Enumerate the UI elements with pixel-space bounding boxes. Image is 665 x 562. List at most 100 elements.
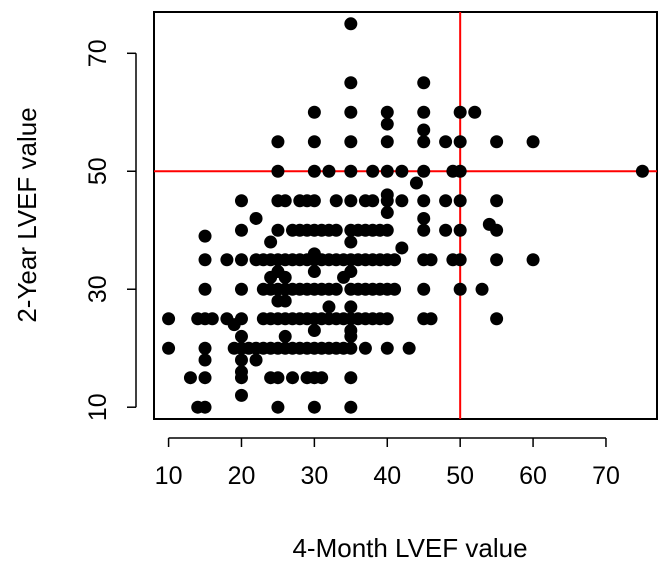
data-point — [234, 194, 248, 208]
data-point — [344, 400, 358, 414]
data-point — [424, 253, 438, 267]
data-point — [417, 282, 431, 296]
data-point — [490, 312, 504, 326]
data-point — [453, 253, 467, 267]
data-point — [417, 123, 431, 137]
y-axis: 10 30 50 70 — [84, 39, 137, 421]
data-point — [344, 135, 358, 149]
data-point — [344, 194, 358, 208]
x-tick-label: 50 — [446, 462, 474, 490]
data-point — [395, 241, 409, 255]
data-point — [453, 105, 467, 119]
data-point — [380, 194, 394, 208]
data-point — [271, 400, 285, 414]
data-point — [344, 235, 358, 249]
data-point — [307, 135, 321, 149]
data-point — [475, 282, 489, 296]
data-point — [307, 324, 321, 338]
x-tick-label: 20 — [228, 462, 256, 490]
data-point — [344, 76, 358, 90]
data-point — [490, 223, 504, 237]
data-point — [344, 341, 358, 355]
data-point — [249, 211, 263, 225]
data-point — [366, 194, 380, 208]
x-tick-label: 40 — [373, 462, 401, 490]
data-point — [380, 312, 394, 326]
data-point — [439, 223, 453, 237]
data-point — [271, 164, 285, 178]
data-point — [198, 253, 212, 267]
data-point — [380, 164, 394, 178]
data-point — [198, 353, 212, 367]
data-point — [453, 282, 467, 296]
data-point — [409, 176, 423, 190]
y-tick-label: 10 — [84, 393, 112, 421]
data-point — [453, 135, 467, 149]
data-point — [205, 312, 219, 326]
data-point — [490, 194, 504, 208]
data-point — [315, 371, 329, 385]
y-tick-label: 70 — [84, 39, 112, 67]
data-point — [490, 253, 504, 267]
data-point — [344, 105, 358, 119]
data-point — [286, 371, 300, 385]
y-axis-title: 2-Year LVEF value — [12, 107, 42, 322]
data-point — [526, 253, 540, 267]
data-point — [344, 265, 358, 279]
data-point — [490, 135, 504, 149]
data-point — [380, 341, 394, 355]
data-point — [380, 223, 394, 237]
data-point — [468, 105, 482, 119]
data-points — [162, 17, 649, 414]
data-point — [395, 194, 409, 208]
data-point — [358, 341, 372, 355]
reference-lines — [154, 12, 657, 419]
data-point — [417, 211, 431, 225]
data-point — [417, 223, 431, 237]
data-point — [322, 164, 336, 178]
data-point — [198, 400, 212, 414]
data-point — [234, 312, 248, 326]
data-point — [526, 135, 540, 149]
data-point — [439, 135, 453, 149]
data-point — [278, 270, 292, 284]
data-point — [388, 282, 402, 296]
data-point — [234, 353, 248, 367]
data-point — [162, 341, 176, 355]
x-tick-label: 30 — [300, 462, 328, 490]
x-tick-label: 70 — [592, 462, 620, 490]
data-point — [278, 194, 292, 208]
data-point — [307, 164, 321, 178]
data-point — [380, 135, 394, 149]
data-point — [344, 300, 358, 314]
data-point — [307, 194, 321, 208]
data-point — [417, 164, 431, 178]
data-point — [307, 105, 321, 119]
data-point — [198, 282, 212, 296]
data-point — [635, 164, 649, 178]
data-point — [344, 17, 358, 31]
data-point — [271, 371, 285, 385]
data-point — [234, 282, 248, 296]
data-point — [162, 312, 176, 326]
data-point — [417, 105, 431, 119]
data-point — [329, 194, 343, 208]
data-point — [249, 353, 263, 367]
data-point — [453, 164, 467, 178]
data-point — [307, 265, 321, 279]
data-point — [220, 253, 234, 267]
data-point — [417, 76, 431, 90]
data-point — [198, 341, 212, 355]
data-point — [271, 223, 285, 237]
data-point — [329, 223, 343, 237]
data-point — [366, 164, 380, 178]
data-point — [453, 223, 467, 237]
data-point — [264, 235, 278, 249]
x-tick-label: 60 — [519, 462, 547, 490]
data-point — [234, 388, 248, 402]
data-point — [198, 229, 212, 243]
data-point — [344, 164, 358, 178]
data-point — [395, 164, 409, 178]
data-point — [344, 371, 358, 385]
